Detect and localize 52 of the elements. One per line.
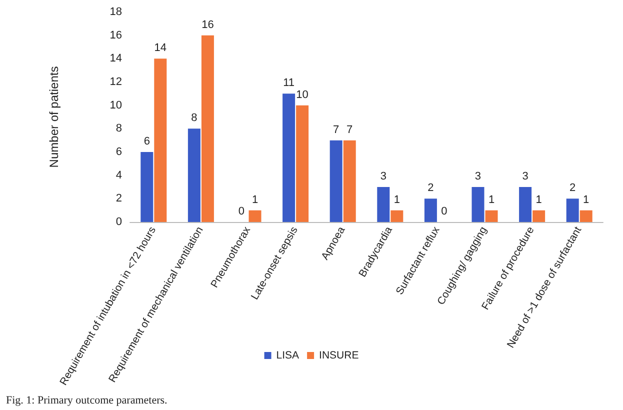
bar [532, 210, 546, 222]
bar [330, 140, 342, 222]
bar [472, 187, 484, 222]
bar [485, 210, 498, 222]
data-label: 0 [238, 206, 245, 218]
bar [566, 198, 579, 222]
y-tick-label: 12 [110, 76, 122, 88]
data-label: 7 [333, 124, 340, 136]
legend-label: INSURE [319, 350, 359, 362]
y-tick-label: 10 [110, 99, 122, 112]
data-label: 6 [144, 136, 150, 148]
data-label: 0 [441, 206, 448, 218]
y-tick-label: 8 [116, 122, 122, 135]
data-label: 3 [380, 170, 386, 182]
y-tick-label: 14 [110, 52, 122, 65]
data-label: 7 [346, 124, 353, 136]
data-label: 1 [583, 194, 590, 206]
bar [201, 35, 214, 222]
y-axis-title: Number of patients [47, 66, 61, 168]
data-label: 1 [488, 194, 495, 206]
bar [282, 94, 296, 222]
legend-label: LISA [276, 350, 300, 362]
y-tick-label: 18 [110, 6, 122, 18]
bar [154, 58, 167, 222]
y-tick-label: 16 [110, 29, 122, 42]
data-label: 3 [474, 170, 482, 182]
bar [390, 210, 404, 222]
bar [343, 140, 356, 222]
data-label: 16 [202, 18, 214, 31]
bar [580, 210, 592, 222]
bar [296, 105, 309, 222]
bar [519, 187, 532, 222]
data-label: 8 [191, 112, 198, 124]
y-tick-label: 6 [116, 146, 122, 158]
data-label: 11 [283, 77, 295, 90]
y-tick-label: 0 [116, 216, 122, 228]
data-label: 1 [252, 194, 258, 206]
data-label: 14 [154, 42, 167, 54]
data-label: 1 [536, 194, 542, 206]
bar [188, 128, 200, 222]
bar [248, 210, 262, 222]
data-label: 2 [570, 182, 576, 194]
bar [140, 152, 154, 222]
data-label: 10 [296, 88, 308, 101]
bar [377, 187, 390, 222]
data-label: 1 [394, 194, 400, 206]
bar [424, 198, 437, 222]
data-label: 3 [522, 170, 528, 182]
caption: Fig. 1: Primary outcome parameters. [6, 394, 168, 406]
y-tick-label: 4 [116, 169, 122, 182]
y-tick-label: 2 [116, 192, 122, 205]
data-label: 2 [428, 182, 434, 194]
